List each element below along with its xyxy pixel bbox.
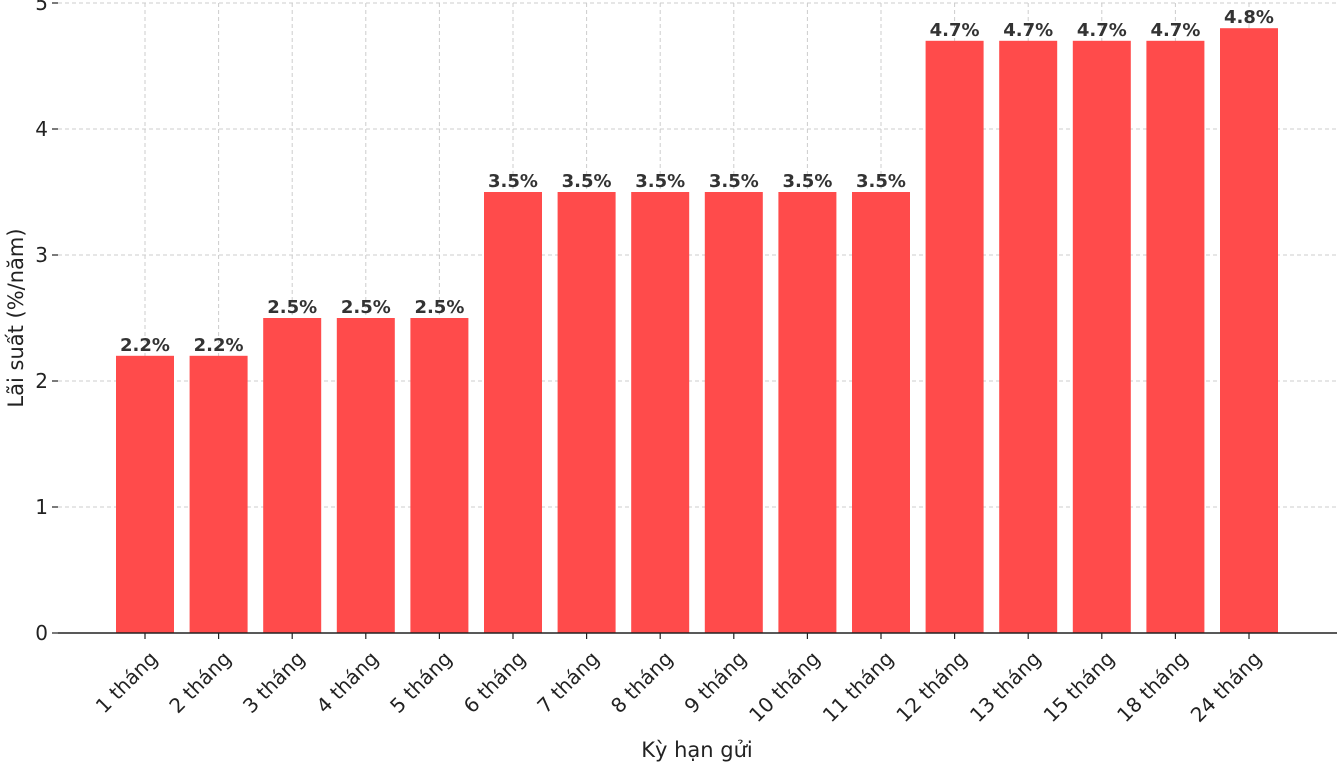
y-tick-label: 4 <box>35 117 48 141</box>
bar-value-labels: 2.2% 2.2% 2.5% 2.5% 2.5% 3.5% 3.5% 3.5% 3.5% 3.5%… <box>120 7 1274 356</box>
bar <box>1220 28 1278 633</box>
bar-value-label: 3.5% <box>635 171 685 192</box>
x-tick-label: 15 tháng <box>1039 646 1120 727</box>
bar-value-label: 3.5% <box>782 171 832 192</box>
bar-value-label: 3.5% <box>488 171 538 192</box>
bar-value-label: 2.5% <box>414 297 464 318</box>
bar-value-label: 4.7% <box>930 20 980 41</box>
bar <box>1072 40 1131 634</box>
bar <box>557 192 616 633</box>
y-tick-label: 1 <box>35 495 48 519</box>
y-tick-label: 0 <box>35 621 48 645</box>
bar-value-label: 4.7% <box>1003 20 1053 41</box>
bar <box>999 40 1058 634</box>
bar-value-label: 2.5% <box>267 297 317 318</box>
x-tick-label: 12 tháng <box>891 646 972 727</box>
x-tick-label: 8 tháng <box>606 646 678 718</box>
x-axis-title: Kỳ hạn gửi <box>641 738 753 762</box>
y-axis-title: Lãi suất (%/năm) <box>4 228 28 407</box>
bar <box>116 355 174 633</box>
x-tick-label: 4 tháng <box>312 646 384 718</box>
bar <box>704 192 763 633</box>
x-tick-label: 3 tháng <box>238 646 310 718</box>
bar-value-label: 2.5% <box>341 297 391 318</box>
bar <box>484 192 542 633</box>
bar <box>410 318 469 633</box>
bar-value-label: 4.8% <box>1224 7 1274 28</box>
bar <box>263 318 322 633</box>
x-tick-label: 24 tháng <box>1186 646 1267 727</box>
bar-value-label: 4.7% <box>1077 20 1127 41</box>
bar-value-label: 3.5% <box>709 171 759 192</box>
x-tick-label: 10 tháng <box>744 646 825 727</box>
bar <box>336 318 395 633</box>
x-tick-label: 18 tháng <box>1112 646 1193 727</box>
x-tick-label: 1 tháng <box>91 646 163 718</box>
bar-value-label: 2.2% <box>194 335 244 356</box>
x-tick-label: 7 tháng <box>532 646 604 718</box>
bar <box>631 192 690 633</box>
bar <box>925 40 984 634</box>
y-tick-label: 3 <box>35 243 48 267</box>
x-tick-label: 9 tháng <box>680 646 752 718</box>
x-tick-label: 6 tháng <box>459 646 531 718</box>
bar-value-label: 3.5% <box>562 171 612 192</box>
x-tick-label: 5 tháng <box>385 646 457 718</box>
bar <box>778 192 837 633</box>
x-tick-label: 13 tháng <box>965 646 1046 727</box>
y-tick-label: 2 <box>35 369 48 393</box>
bar <box>852 192 910 633</box>
bar-value-label: 4.7% <box>1150 20 1200 41</box>
bar-value-label: 2.2% <box>120 335 170 356</box>
grid <box>58 2 1337 633</box>
y-tick-label: 5 <box>35 0 48 15</box>
x-tick-label: 11 tháng <box>818 646 899 727</box>
bar-value-label: 3.5% <box>856 171 906 192</box>
bar <box>1146 40 1205 634</box>
x-tick-label: 2 tháng <box>164 646 236 718</box>
bar <box>189 355 248 633</box>
bars <box>116 28 1278 634</box>
